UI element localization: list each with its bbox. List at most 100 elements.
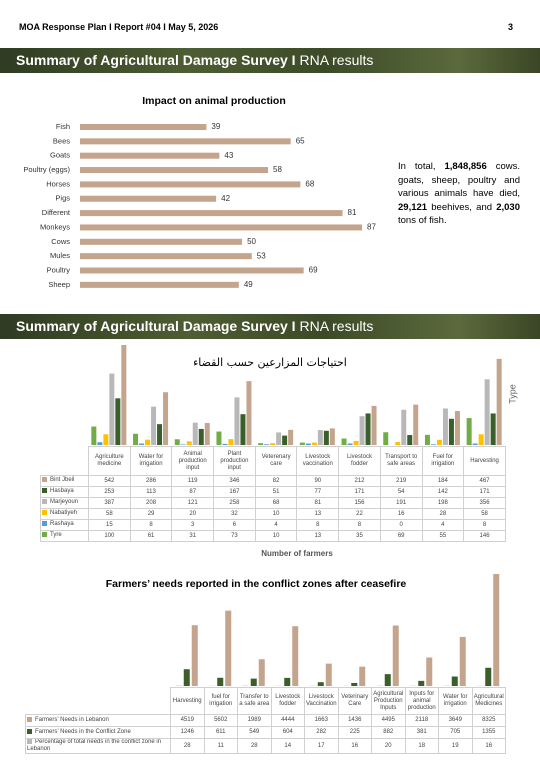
category-label: Different bbox=[42, 208, 71, 217]
needs-district-chart: احتياجات المزارعين حسب القضاء Type bbox=[91, 345, 517, 445]
legend-swatch bbox=[42, 499, 47, 505]
bar bbox=[80, 238, 243, 245]
table-value: 6 bbox=[213, 519, 256, 531]
data-row: Percentage of total needs in the conflic… bbox=[25, 737, 506, 755]
category-label: Agriculture medicine bbox=[88, 446, 131, 476]
summary-text: cows. goats, sheep, poultry and various … bbox=[398, 161, 520, 199]
bar bbox=[80, 181, 301, 188]
value-label: 43 bbox=[224, 151, 233, 160]
value-label: 53 bbox=[257, 251, 266, 260]
table-value: 8 bbox=[129, 519, 173, 531]
legend-swatch bbox=[27, 716, 32, 722]
bar bbox=[97, 442, 103, 445]
bar bbox=[191, 625, 198, 686]
header-row: Harvesting fuel for irrigation Transfer to… bbox=[26, 687, 506, 715]
table-value: 4519 bbox=[170, 714, 205, 727]
table-value: 542 bbox=[88, 475, 131, 487]
bar bbox=[401, 409, 407, 445]
value-label: 39 bbox=[211, 122, 220, 131]
row-header: Nabatiyeh bbox=[40, 508, 89, 520]
bar bbox=[174, 439, 180, 445]
corner-cell bbox=[41, 447, 89, 476]
category-label: Livestock fodder bbox=[270, 687, 305, 715]
legend-label: Marjeyoun bbox=[50, 499, 79, 506]
table-value: 32 bbox=[213, 508, 256, 520]
bar bbox=[347, 443, 353, 445]
bar bbox=[225, 610, 232, 686]
bar bbox=[115, 398, 121, 445]
bar bbox=[80, 195, 217, 202]
bar bbox=[240, 414, 246, 445]
bar bbox=[490, 413, 496, 445]
bar bbox=[359, 416, 365, 445]
table-value: 142 bbox=[421, 486, 465, 498]
table-value: 604 bbox=[270, 726, 305, 739]
bar bbox=[329, 428, 335, 445]
table-value: 1355 bbox=[471, 726, 506, 739]
category-label: Poultry bbox=[47, 265, 71, 274]
table-value: 22 bbox=[338, 508, 381, 520]
table-value: 1663 bbox=[304, 714, 339, 727]
bar bbox=[246, 381, 252, 445]
bar bbox=[151, 406, 157, 445]
table-value: 1436 bbox=[337, 714, 372, 727]
bar bbox=[264, 444, 270, 445]
table-value: 0 bbox=[379, 519, 423, 531]
row-header: Rashaya bbox=[40, 519, 89, 531]
table-value: 15 bbox=[88, 519, 131, 531]
table-value: 100 bbox=[88, 530, 131, 542]
row-header: Marjeyoun bbox=[40, 497, 89, 509]
legend-label: Nabatiyeh bbox=[50, 510, 78, 517]
value-label: 87 bbox=[367, 223, 376, 232]
bar bbox=[292, 626, 299, 686]
table-value: 113 bbox=[129, 486, 173, 498]
summary-text: In total, 1,848,856 cows. goats, sheep, … bbox=[398, 160, 520, 228]
bar bbox=[284, 677, 291, 686]
page-number: 3 bbox=[508, 22, 514, 32]
category-label: Fuel for irrigation bbox=[421, 446, 465, 476]
category-label: Monkeys bbox=[40, 222, 70, 231]
bar bbox=[485, 667, 492, 686]
bar bbox=[392, 625, 399, 686]
category-label: Veterinary Care bbox=[337, 687, 372, 715]
bar bbox=[186, 441, 192, 445]
table-value: 81 bbox=[296, 497, 340, 509]
table-value: 16 bbox=[337, 737, 372, 755]
summary-figure: 2,030 bbox=[496, 201, 520, 213]
category-label: Veterenary care bbox=[254, 446, 298, 476]
category-label: Cows bbox=[51, 237, 70, 246]
row-header: Farmers’ Needs in the Conflict Zone bbox=[25, 726, 171, 739]
value-label: 49 bbox=[244, 280, 253, 289]
bar bbox=[325, 663, 332, 686]
summary-text: In total, bbox=[398, 161, 445, 172]
category-label: Bees bbox=[53, 136, 70, 145]
category-label: Mules bbox=[50, 251, 70, 260]
table-value: 286 bbox=[129, 475, 173, 487]
bar bbox=[484, 379, 490, 445]
bar bbox=[351, 682, 358, 686]
bar bbox=[204, 423, 210, 445]
animal-chart: Impact on animal production Fish 39 Bees 65… bbox=[23, 95, 376, 289]
value-label: 50 bbox=[247, 237, 256, 246]
bar bbox=[80, 253, 252, 260]
legend-label: Percentage of total needs in the conflic… bbox=[27, 739, 162, 753]
axis-label: Number of farmers bbox=[261, 549, 333, 558]
category-label: Harvesting bbox=[463, 446, 506, 476]
table-value: 8 bbox=[296, 519, 340, 531]
bar bbox=[80, 152, 220, 159]
banner-bold: Summary of Agricultural Damage Survey I bbox=[16, 52, 296, 68]
header-row: Agriculture medicine Water for irrigation… bbox=[41, 446, 506, 476]
bar bbox=[80, 210, 343, 217]
bar bbox=[234, 397, 240, 445]
table-value: 4495 bbox=[371, 714, 406, 727]
category-label: Agricultural Medicines bbox=[471, 687, 506, 715]
table-value: 14 bbox=[270, 737, 305, 755]
table-value: 61 bbox=[129, 530, 173, 542]
bar bbox=[359, 666, 366, 686]
banner-text: RNA results bbox=[299, 52, 374, 68]
table-value: 4 bbox=[421, 519, 465, 531]
bar bbox=[276, 432, 282, 445]
bar bbox=[198, 428, 204, 445]
table-value: 68 bbox=[254, 497, 298, 509]
